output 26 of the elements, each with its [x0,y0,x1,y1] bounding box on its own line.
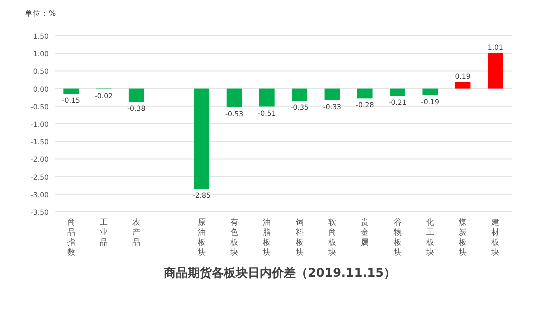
x-tick-label: 贵金属 [361,218,370,247]
bar [194,88,210,190]
x-tick-label: 谷物板块 [392,218,402,257]
bar [64,88,79,94]
bar [128,88,144,102]
x-tick-label: 化工板块 [425,218,434,257]
x-tick-label: 煤炭板块 [458,218,468,257]
bar [422,88,438,96]
x-tick-label: 农产品 [132,218,141,247]
x-tick-label: 饲料板块 [294,218,304,257]
bar [488,53,504,89]
x-tick-label: 油脂板块 [262,218,272,257]
x-tick-label: 原油板块 [196,218,206,257]
x-tick-label: 商品指数 [66,218,76,257]
bar [455,82,471,89]
x-tick-label: 软商板块 [327,218,336,257]
bar [226,88,242,108]
bar [357,88,373,99]
bar [324,88,340,100]
x-tick-label: 有色板块 [230,218,239,257]
bar [390,88,406,96]
bar [260,88,275,107]
text: 商品期货各板块日内价差（2019.11.15） [163,266,396,280]
x-tick-label: 工业品 [100,218,108,247]
bar [292,88,308,102]
x-tick-label: 建材板块 [490,218,500,257]
